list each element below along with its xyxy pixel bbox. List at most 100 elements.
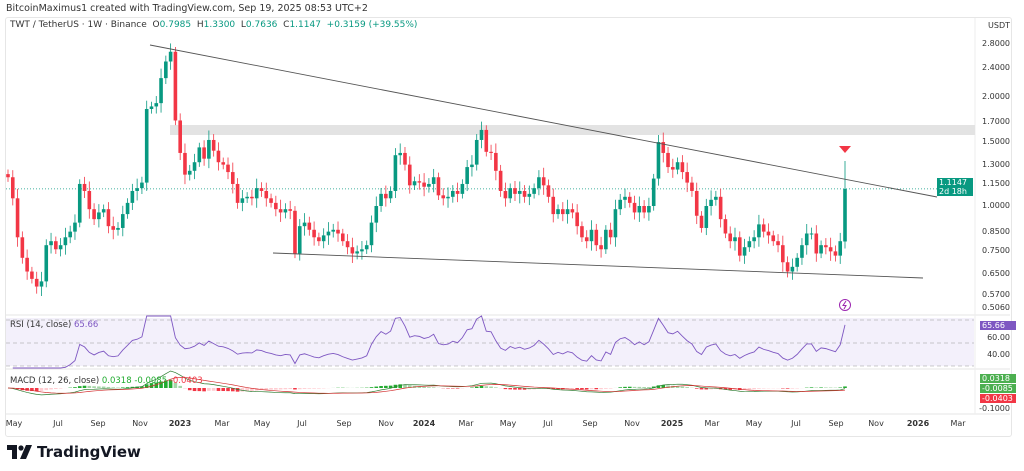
candle-body bbox=[704, 206, 709, 228]
candle-body bbox=[326, 231, 331, 236]
macd-histogram-bar bbox=[474, 386, 479, 388]
time-axis-label: Jul bbox=[791, 419, 801, 428]
sell-arrow-icon bbox=[839, 146, 851, 153]
time-axis-label: Nov bbox=[624, 419, 640, 428]
candle-body bbox=[58, 245, 63, 250]
candle-body bbox=[814, 233, 819, 254]
candle-body bbox=[451, 190, 455, 197]
candle-body bbox=[269, 198, 273, 203]
candle-body bbox=[77, 183, 82, 223]
candle-body bbox=[580, 226, 584, 238]
macd-histogram-bar bbox=[618, 387, 623, 388]
candle-body bbox=[589, 229, 594, 242]
candle-body bbox=[427, 183, 431, 187]
candle-body bbox=[39, 281, 44, 287]
macd-histogram-bar bbox=[125, 387, 130, 388]
candle-body bbox=[761, 224, 766, 232]
candle-body bbox=[513, 188, 517, 194]
time-axis-label: May bbox=[253, 419, 271, 428]
macd-histogram-bar bbox=[317, 388, 321, 389]
candle-body bbox=[144, 108, 149, 183]
candle-body bbox=[694, 190, 699, 216]
macd-histogram-bar bbox=[130, 386, 135, 388]
macd-histogram-bar bbox=[685, 387, 689, 388]
macd-histogram-bar bbox=[264, 388, 269, 390]
currency-label[interactable]: USDT bbox=[988, 21, 1010, 30]
candle-body bbox=[723, 219, 728, 234]
candle-body bbox=[599, 245, 603, 250]
candle-body bbox=[804, 233, 809, 246]
macd-histogram-bar bbox=[211, 388, 216, 391]
candle-body bbox=[254, 188, 259, 199]
candle-body bbox=[800, 245, 804, 258]
candle-body bbox=[465, 167, 469, 184]
candle-body bbox=[317, 237, 321, 242]
time-axis-label: Jul bbox=[53, 419, 63, 428]
price-tick: 2.0000 bbox=[982, 91, 1010, 101]
candle-body bbox=[503, 190, 508, 199]
macd-histogram-bar bbox=[101, 386, 106, 388]
candle-body bbox=[211, 139, 216, 151]
candle-body bbox=[82, 183, 87, 191]
macd-histogram-bar bbox=[522, 388, 527, 390]
candle-body bbox=[403, 152, 407, 165]
macd-histogram-bar bbox=[159, 381, 163, 388]
time-axis-label: Nov bbox=[378, 419, 394, 428]
candle-body bbox=[474, 139, 479, 165]
change-value: +0.3159 (+39.55%) bbox=[326, 20, 418, 30]
candle-countdown: 2d 18h bbox=[939, 187, 967, 196]
candle-body bbox=[637, 206, 642, 213]
candle-body bbox=[87, 190, 92, 210]
candle-body bbox=[398, 152, 402, 156]
macd-histogram-bar bbox=[144, 384, 149, 388]
price-tick: 1.5000 bbox=[982, 137, 1010, 147]
macd-histogram-bar bbox=[814, 387, 819, 388]
macd-histogram-bar bbox=[34, 388, 39, 392]
candle-body bbox=[274, 202, 278, 210]
macd-histogram-bar bbox=[651, 386, 656, 388]
candle-body bbox=[288, 209, 292, 211]
high-value: 1.3300 bbox=[203, 20, 236, 30]
macd-histogram-bar bbox=[173, 382, 178, 388]
signal-value: -0.0085 bbox=[134, 376, 168, 386]
candle-body bbox=[647, 206, 651, 213]
candle-body bbox=[44, 245, 49, 282]
candle-body bbox=[608, 229, 613, 238]
macd-histogram-bar bbox=[302, 388, 307, 389]
rsi-legend: RSI (14, close) 65.66 bbox=[10, 320, 98, 330]
candle-body bbox=[656, 142, 661, 179]
candle-body bbox=[537, 177, 541, 189]
candle-body bbox=[384, 193, 388, 199]
candle-body bbox=[441, 195, 446, 199]
macd-histogram-bar bbox=[484, 386, 489, 388]
rsi-label[interactable]: RSI (14, close) bbox=[10, 320, 72, 330]
candle-body bbox=[168, 51, 173, 62]
macd-label[interactable]: MACD (12, 26, close) bbox=[10, 376, 100, 386]
time-axis-label: Sep bbox=[90, 419, 106, 428]
candle-body bbox=[718, 196, 723, 220]
price-tick: 0.5060 bbox=[982, 303, 1010, 312]
price-tick: 0.6500 bbox=[982, 268, 1010, 278]
macd-histogram-bar bbox=[403, 384, 407, 388]
signal-line bbox=[7, 376, 846, 394]
macd-histogram-bar bbox=[843, 386, 847, 388]
candle-body bbox=[101, 209, 106, 213]
candle-body bbox=[34, 278, 39, 287]
macd-histogram-bar bbox=[97, 386, 101, 388]
candle-body bbox=[479, 129, 484, 140]
macd-histogram-bar bbox=[87, 385, 92, 388]
candle-body bbox=[10, 177, 15, 199]
price-tick: 0.5700 bbox=[982, 289, 1010, 299]
candle-body bbox=[106, 209, 111, 227]
macd-histogram-bar bbox=[384, 385, 388, 388]
candle-body bbox=[221, 162, 226, 165]
candle-body bbox=[436, 177, 441, 196]
open-label: O bbox=[152, 20, 160, 30]
candle-body bbox=[460, 183, 465, 194]
close-label: C bbox=[283, 20, 290, 30]
macd-histogram-bar bbox=[455, 388, 460, 389]
price-tick: 1.0000 bbox=[982, 201, 1010, 210]
symbol-name[interactable]: TWT / TetherUS · 1W · Binance bbox=[10, 20, 147, 30]
candle-body bbox=[594, 229, 599, 246]
